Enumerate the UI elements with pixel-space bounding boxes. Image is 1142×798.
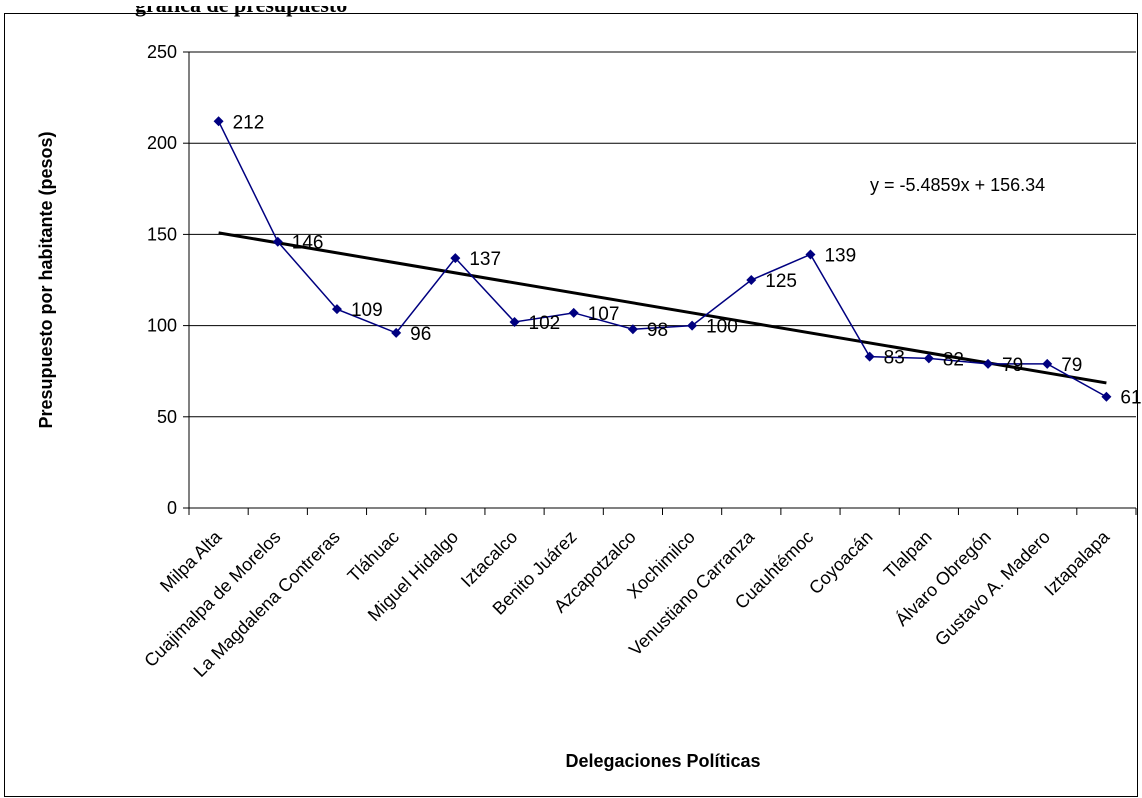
trendline <box>218 231 1107 385</box>
data-point <box>746 275 757 285</box>
x-tick-label: Iztapalapa <box>1040 526 1114 600</box>
data-point <box>1042 358 1053 369</box>
data-point <box>568 307 579 318</box>
y-tick-label: 50 <box>157 407 177 427</box>
data-point <box>923 353 934 364</box>
data-point <box>627 324 638 335</box>
data-label: 98 <box>647 320 668 341</box>
x-tick-label: Tlalpan <box>880 527 936 583</box>
data-label: 109 <box>351 300 383 321</box>
data-point <box>1101 391 1112 402</box>
data-label: 82 <box>943 349 964 370</box>
data-point <box>805 249 816 260</box>
data-point <box>983 358 994 369</box>
data-label: 79 <box>1002 355 1023 376</box>
axes <box>183 51 1137 515</box>
data-point <box>509 316 520 327</box>
data-point <box>391 327 402 338</box>
data-label: 137 <box>469 249 501 270</box>
data-label: 100 <box>706 317 738 338</box>
x-axis-title: Delegaciones Políticas <box>565 751 760 771</box>
x-tick-label: Coyoacán <box>805 527 876 598</box>
x-tick-label: Tláhuac <box>344 527 403 586</box>
data-point <box>687 320 698 331</box>
data-label: 139 <box>824 245 856 266</box>
chart-frame: gráfica de presupuesto <box>4 6 1138 797</box>
data-label: 146 <box>292 233 324 254</box>
series-layer <box>213 116 1112 402</box>
data-point <box>450 253 461 264</box>
trendline-layer <box>218 231 1107 385</box>
y-tick-label: 150 <box>147 224 177 244</box>
chart-title-fragment: gráfica de presupuesto <box>135 6 355 28</box>
data-point <box>213 116 224 127</box>
data-label: 96 <box>410 324 431 345</box>
gridlines <box>189 51 1136 418</box>
y-tick-label: 200 <box>147 133 177 153</box>
y-tick-label: 250 <box>147 42 177 62</box>
data-label: 125 <box>765 271 797 292</box>
data-label: 102 <box>529 313 561 334</box>
y-axis-title: Presupuesto por habitante (pesos) <box>36 131 56 428</box>
data-label: 61 <box>1120 388 1141 409</box>
y-tick-labels: 0 50 100 150 200 250 <box>147 42 177 518</box>
data-labels: 212 146 109 96 137 102 107 98 100 125 139 83 82 79 79 6… <box>233 112 1142 408</box>
series-line <box>217 120 1107 398</box>
data-point <box>331 304 342 315</box>
data-point <box>864 351 875 362</box>
y-tick-label: 0 <box>167 498 177 518</box>
data-label: 107 <box>588 304 620 325</box>
data-label: 83 <box>884 348 905 369</box>
data-point <box>272 236 283 247</box>
y-tick-label: 100 <box>147 316 177 336</box>
x-tick-label: Gustavo A. Madero <box>931 527 1054 650</box>
trendline-equation: y = -5.4859x + 156.34 <box>870 175 1045 195</box>
data-label: 79 <box>1061 355 1082 376</box>
data-label: 212 <box>233 112 265 133</box>
